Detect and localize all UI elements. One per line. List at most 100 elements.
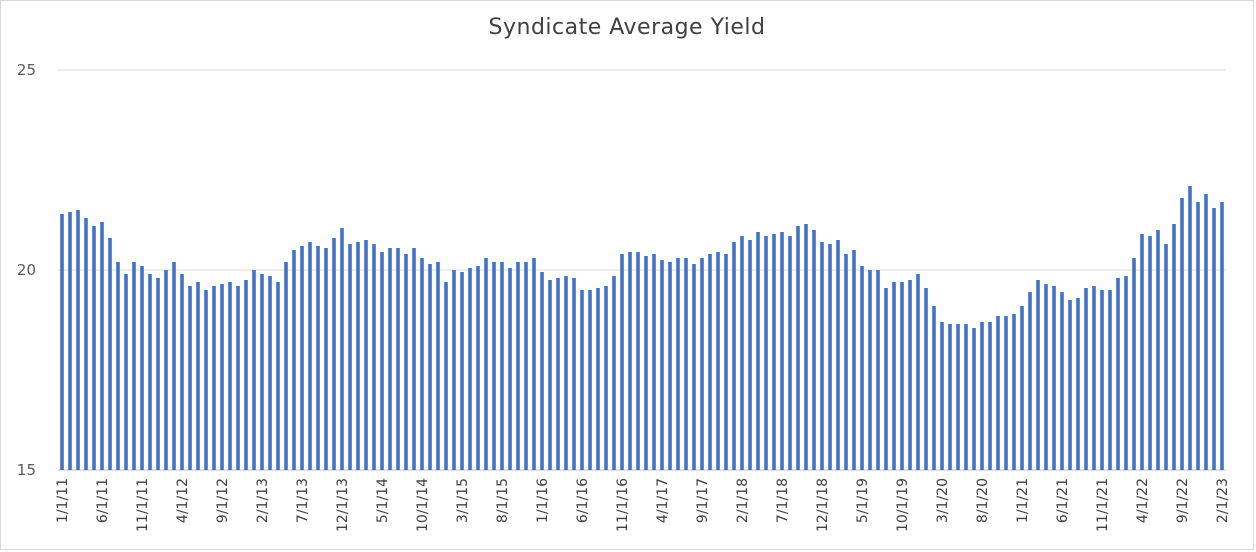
x-tick-label: 2/1/13 (255, 478, 271, 523)
bar (548, 280, 552, 470)
bar (572, 278, 576, 470)
bar (1020, 306, 1024, 470)
bar (388, 248, 392, 470)
x-tick-label: 10/1/19 (895, 478, 911, 532)
bar (1148, 236, 1152, 470)
bar (1220, 202, 1224, 470)
bar (1124, 276, 1128, 470)
bar (956, 324, 960, 470)
bar (308, 242, 312, 470)
bar (204, 290, 208, 470)
bar (1156, 230, 1160, 470)
bar (452, 270, 456, 470)
bar (684, 258, 688, 470)
x-tick-label: 12/1/18 (815, 478, 831, 532)
x-tick-label: 9/1/22 (1175, 478, 1191, 523)
bar (476, 266, 480, 470)
x-tick-label: 8/1/20 (975, 478, 991, 523)
bar (1108, 290, 1112, 470)
bar (804, 224, 808, 470)
bar (1068, 300, 1072, 470)
bar (652, 254, 656, 470)
bar (1004, 316, 1008, 470)
bar (940, 322, 944, 470)
bar (748, 240, 752, 470)
bar (380, 252, 384, 470)
y-tick-label: 15 (17, 461, 36, 479)
bar (700, 258, 704, 470)
bar (260, 274, 264, 470)
x-tick-label: 1/1/11 (55, 478, 71, 523)
bar (1204, 194, 1208, 470)
bar (980, 322, 984, 470)
bar (732, 242, 736, 470)
bar (356, 242, 360, 470)
x-tick-label: 10/1/14 (415, 478, 431, 532)
bar (212, 286, 216, 470)
bar (364, 240, 368, 470)
x-tick-label: 2/1/23 (1215, 478, 1231, 523)
bar (492, 262, 496, 470)
x-tick-label: 9/1/17 (695, 478, 711, 523)
bar (900, 282, 904, 470)
bar (756, 232, 760, 470)
bar (164, 270, 168, 470)
x-tick-label: 1/1/16 (535, 478, 551, 523)
bar (300, 246, 304, 470)
bar (276, 282, 280, 470)
bar (1084, 288, 1088, 470)
bar (580, 290, 584, 470)
bar (116, 262, 120, 470)
bar (596, 288, 600, 470)
x-tick-label: 11/1/16 (615, 478, 631, 532)
x-tick-label: 9/1/12 (215, 478, 231, 523)
bar (396, 248, 400, 470)
bar (428, 264, 432, 470)
bar (924, 288, 928, 470)
bar (828, 244, 832, 470)
bar (244, 280, 248, 470)
bar (812, 230, 816, 470)
bar (620, 254, 624, 470)
bar (1092, 286, 1096, 470)
bar (420, 258, 424, 470)
bar (140, 266, 144, 470)
x-tick-label: 7/1/13 (295, 478, 311, 523)
bar (564, 276, 568, 470)
bar (1012, 314, 1016, 470)
y-tick-label: 25 (17, 61, 36, 79)
x-tick-label: 6/1/11 (95, 478, 111, 523)
bar (676, 258, 680, 470)
bar (1140, 234, 1144, 470)
bar (932, 306, 936, 470)
bar (1132, 258, 1136, 470)
bar (964, 324, 968, 470)
bar (612, 276, 616, 470)
bar (124, 274, 128, 470)
bar (188, 286, 192, 470)
bar (1028, 292, 1032, 470)
bar (1052, 286, 1056, 470)
bar (1044, 284, 1048, 470)
bar (60, 214, 64, 470)
bar (348, 244, 352, 470)
bar (220, 284, 224, 470)
bar (1212, 208, 1216, 470)
bar (516, 262, 520, 470)
bar (724, 254, 728, 470)
bar (132, 262, 136, 470)
bar (1036, 280, 1040, 470)
bar (284, 262, 288, 470)
bar (892, 282, 896, 470)
bar (436, 262, 440, 470)
bar (996, 316, 1000, 470)
x-tick-label: 2/1/18 (735, 478, 751, 523)
bar (1116, 278, 1120, 470)
bar (292, 250, 296, 470)
bar (76, 210, 80, 470)
bar (972, 328, 976, 470)
bar (740, 236, 744, 470)
bar (868, 270, 872, 470)
bar (1060, 292, 1064, 470)
bar (644, 256, 648, 470)
